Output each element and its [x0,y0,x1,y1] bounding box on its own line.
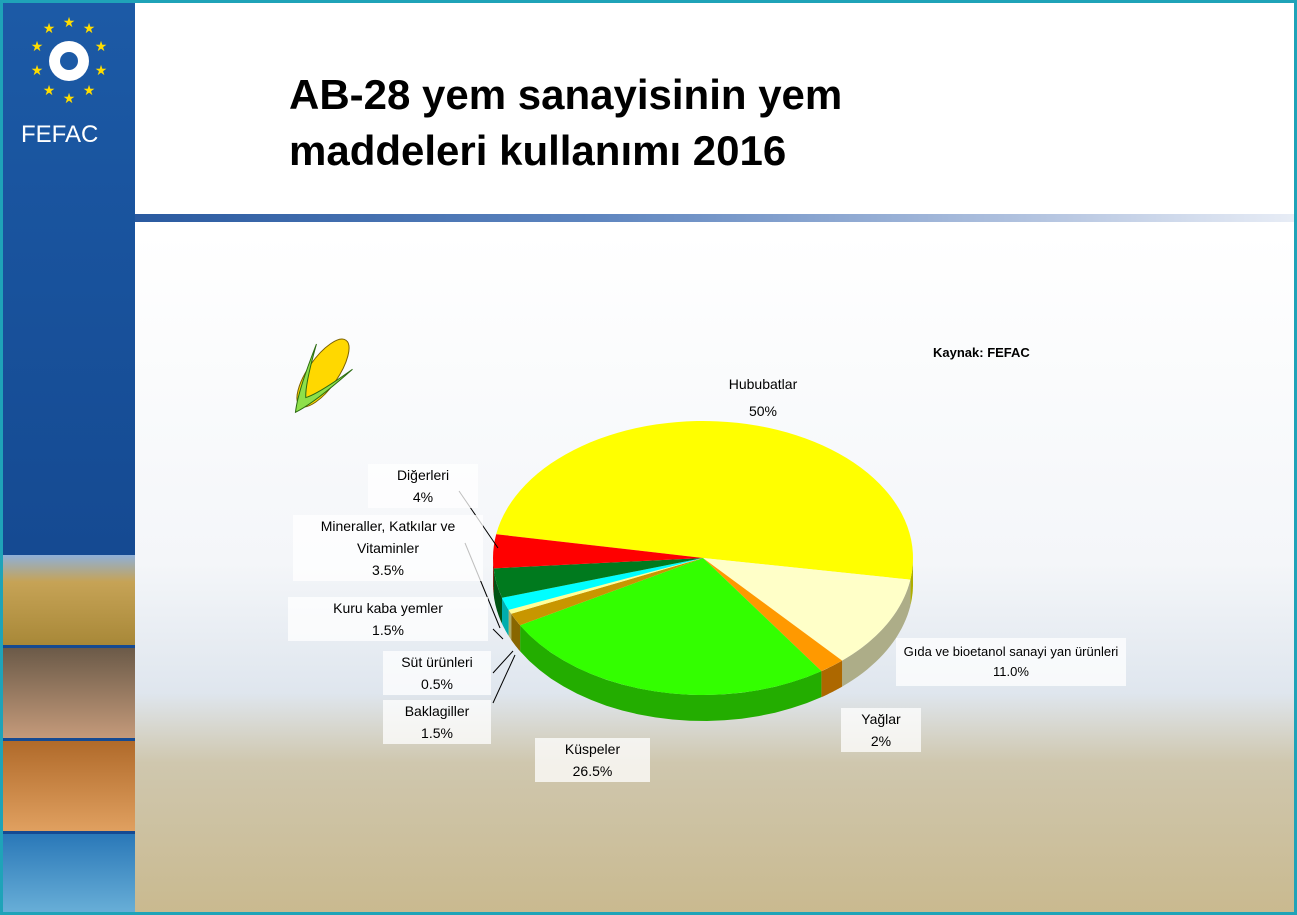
corn-icon [277,328,364,425]
label-category: Küspeler [535,738,650,760]
label-value: 26.5% [535,760,650,782]
slide: ★★★★★ ★★★★★ FEFAC AB-28 yem sanayisinin … [0,0,1297,915]
label-category: Süt ürünleri [383,651,491,673]
leader-line [493,651,513,673]
leader-line [493,655,515,703]
label-category: Diğerleri [368,464,478,486]
label-category: Mineraller, Katkılar ve Vitaminler [293,515,483,559]
label-category: Yağlar [841,708,921,730]
slice-side [509,610,512,640]
label-value: 1.5% [383,722,491,744]
label-category: Gıda ve bioetanol sanayi yan ürünleri [896,642,1126,662]
label-value: 2% [841,730,921,752]
label-value: 11.0% [896,662,1126,682]
label-value: 0.5% [383,673,491,695]
label-category: Kuru kaba yemler [288,597,488,619]
label-value: 4% [368,486,478,508]
chart [3,3,1297,915]
label-category: Hububatlar [703,371,823,398]
label-value: 1.5% [288,619,488,641]
leader-line [493,629,503,639]
label-value: 50% [703,398,823,425]
label-value: 3.5% [293,559,483,581]
label-category: Baklagiller [383,700,491,722]
